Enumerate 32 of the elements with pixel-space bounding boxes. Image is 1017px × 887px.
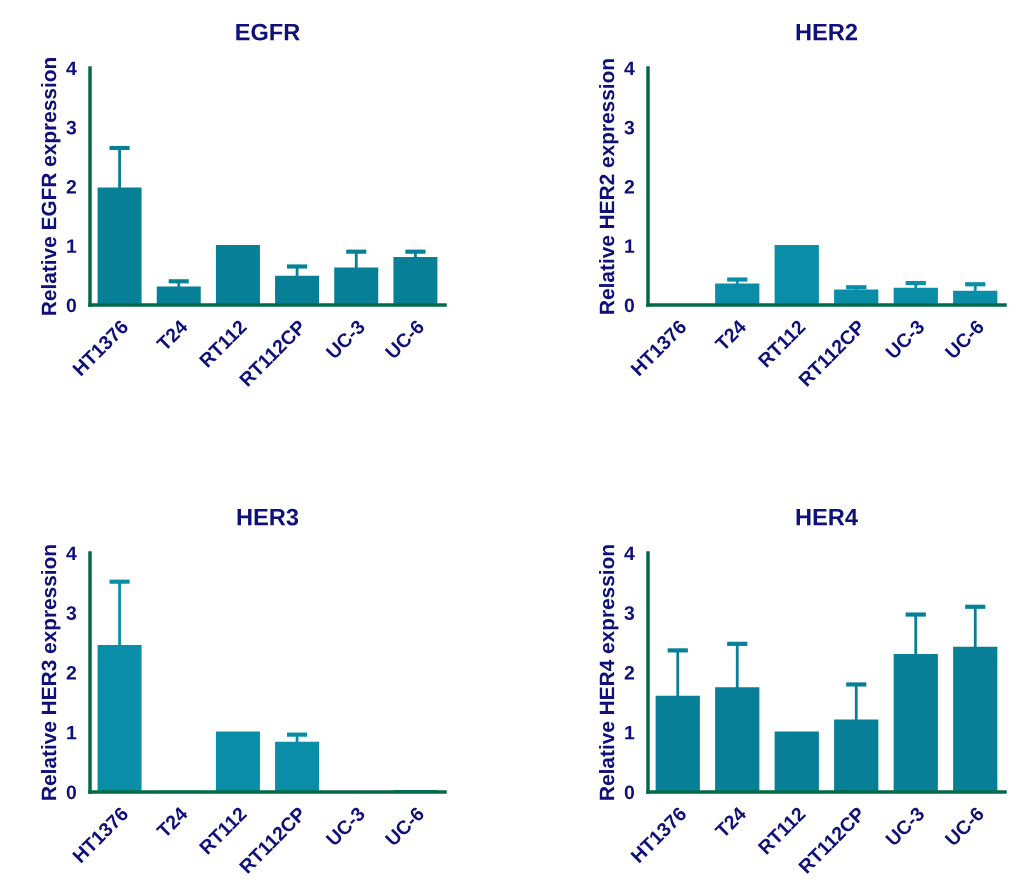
y-tick-label: 3 bbox=[624, 606, 635, 621]
y-tick-label: 3 bbox=[66, 606, 77, 621]
y-tick-label: 4 bbox=[66, 546, 77, 561]
y-tick-label: 2 bbox=[66, 665, 77, 680]
chart-title: HER4 bbox=[796, 508, 858, 526]
x-tick-label: T24 bbox=[714, 805, 748, 839]
chart-title: HER3 bbox=[237, 508, 299, 526]
y-tick-label: 2 bbox=[624, 179, 635, 194]
y-tick-label: 0 bbox=[66, 785, 77, 800]
x-tick-label: T24 bbox=[714, 318, 748, 352]
y-tick-label: 0 bbox=[66, 298, 77, 313]
y-tick-label: 1 bbox=[625, 725, 635, 740]
y-tick-label: 4 bbox=[624, 546, 635, 561]
y-tick-label: 0 bbox=[624, 785, 635, 800]
x-tick-label: T24 bbox=[155, 318, 189, 352]
y-tick-label: 2 bbox=[624, 665, 635, 680]
chart-title: EGFR bbox=[236, 23, 300, 41]
y-axis-title: Relative EGFR expression bbox=[41, 58, 61, 315]
y-tick-label: 0 bbox=[624, 298, 635, 313]
y-tick-label: 1 bbox=[67, 725, 77, 740]
y-tick-label: 3 bbox=[624, 120, 635, 135]
y-tick-label: 4 bbox=[66, 61, 77, 76]
chart-title: HER2 bbox=[796, 23, 858, 41]
y-tick-label: 1 bbox=[625, 239, 635, 253]
y-tick-label: 4 bbox=[624, 61, 635, 76]
y-axis-title: Relative HER4 expression bbox=[599, 545, 619, 800]
y-axis-title: Relative HER3 expression bbox=[41, 545, 61, 800]
x-tick-label: T24 bbox=[155, 805, 189, 839]
y-tick-label: 1 bbox=[67, 239, 77, 253]
y-axis-title: Relative HER2 expression bbox=[599, 59, 619, 314]
y-tick-label: 3 bbox=[66, 120, 77, 135]
y-tick-label: 2 bbox=[66, 179, 77, 194]
